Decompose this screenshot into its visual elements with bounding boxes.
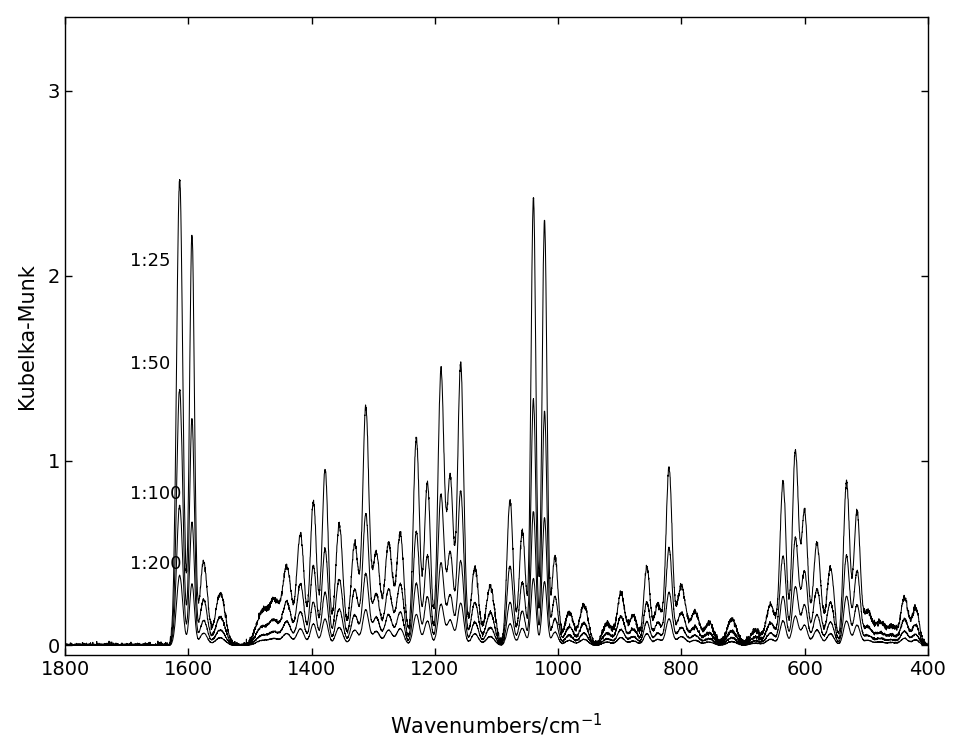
Y-axis label: Kubelka-Munk: Kubelka-Munk bbox=[16, 263, 37, 408]
Text: Wavenumbers/cm$^{-1}$: Wavenumbers/cm$^{-1}$ bbox=[390, 712, 603, 738]
Text: 1:200: 1:200 bbox=[130, 555, 181, 573]
Text: 1:50: 1:50 bbox=[130, 356, 170, 373]
Text: 1:100: 1:100 bbox=[130, 485, 181, 503]
Text: 1:25: 1:25 bbox=[130, 251, 170, 270]
